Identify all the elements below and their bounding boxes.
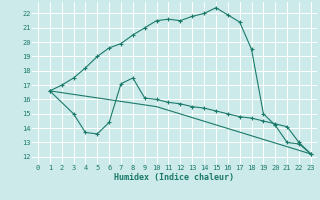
X-axis label: Humidex (Indice chaleur): Humidex (Indice chaleur)	[115, 173, 234, 182]
